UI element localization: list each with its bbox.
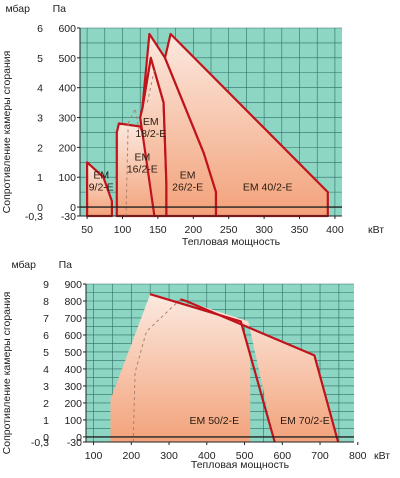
y-tick-label-pa: 100 bbox=[58, 172, 76, 184]
y-tick-label-pa: -30 bbox=[67, 437, 82, 449]
series-label-line: 16/2-E bbox=[127, 164, 158, 176]
y-tick-label-pa: 300 bbox=[58, 113, 76, 125]
x-tick-label: 250 bbox=[220, 224, 238, 236]
x-tick-label: 100 bbox=[85, 450, 103, 462]
y-axis-label: Сопротивление камеры сгорания bbox=[1, 292, 13, 455]
x-unit: кВт bbox=[368, 224, 384, 236]
y-tick-label-pa: 500 bbox=[58, 53, 76, 65]
y-tick-label: 2 bbox=[43, 398, 49, 410]
y-tick-label: 5 bbox=[43, 347, 49, 359]
series-label-line: EM 40/2-E bbox=[243, 182, 293, 194]
chart-1: EM 9/2-EEM 16/2-EEM 18/2-EEM 26/2-E EM 40/2-E… bbox=[1, 3, 384, 248]
y-tick-label: -0,3 bbox=[25, 211, 43, 223]
series-label-line: EM bbox=[180, 170, 196, 182]
y-tick-label-pa: 100 bbox=[64, 415, 82, 427]
series-label-line: EM bbox=[93, 170, 109, 182]
y-tick-label-pa: 600 bbox=[64, 330, 82, 342]
region-outline bbox=[180, 298, 340, 443]
series-label-line: EM 50/2-E bbox=[190, 415, 240, 427]
x-unit: кВт bbox=[374, 450, 390, 462]
series-label: EM 70/2-E bbox=[280, 415, 330, 427]
y-tick-label: 1 bbox=[37, 172, 43, 184]
series-label-line: EM bbox=[143, 116, 159, 128]
y-tick-label-pa: 200 bbox=[58, 142, 76, 154]
y-tick-label-pa: 800 bbox=[64, 296, 82, 308]
series-label-line: 18/2-E bbox=[135, 128, 166, 140]
series-label-line: 9/2-E bbox=[89, 182, 114, 194]
regions bbox=[86, 32, 329, 218]
y-tick-label-pa: -30 bbox=[61, 211, 76, 223]
y-tick-label-pa: 0 bbox=[76, 432, 82, 444]
series-label: EM 26/2-E bbox=[172, 170, 203, 194]
x-tick-label: 50 bbox=[81, 224, 93, 236]
series-label-line: EM bbox=[134, 152, 150, 164]
y-tick-label: 6 bbox=[43, 330, 49, 342]
region-em-70-2-e bbox=[180, 299, 339, 442]
x-tick-label: 200 bbox=[123, 450, 141, 462]
series-label: EM 9/2-E bbox=[89, 170, 114, 194]
y-tick-label: 8 bbox=[43, 296, 49, 308]
y-unit-right: Па bbox=[59, 259, 73, 271]
y-unit-left: мбар bbox=[11, 259, 36, 271]
dashed-guide bbox=[127, 106, 140, 130]
y-tick-label: 3 bbox=[37, 113, 43, 125]
y-tick-label: 0 bbox=[43, 432, 49, 444]
x-tick-label: 100 bbox=[114, 224, 132, 236]
y-tick-label-pa: 700 bbox=[64, 313, 82, 325]
y-tick-label: 3 bbox=[43, 381, 49, 393]
x-tick-label: 700 bbox=[311, 450, 329, 462]
series-label-line: EM 70/2-E bbox=[280, 415, 330, 427]
x-tick-label: 300 bbox=[160, 450, 178, 462]
series-label: EM 40/2-E bbox=[243, 182, 293, 194]
y-tick-label: 9 bbox=[43, 279, 49, 291]
y-tick-label: 2 bbox=[37, 142, 43, 154]
dashed-guide bbox=[132, 298, 181, 443]
x-axis-label: Тепловая мощность bbox=[191, 459, 290, 471]
y-unit-right: Па bbox=[53, 3, 67, 15]
series-label: EM 16/2-E bbox=[127, 152, 158, 176]
x-axis-label: Тепловая мощность bbox=[182, 236, 281, 248]
y-tick-label-pa: 400 bbox=[64, 364, 82, 376]
y-tick-label: 6 bbox=[37, 23, 43, 35]
y-tick-label: -0,3 bbox=[31, 437, 49, 449]
region-outline bbox=[149, 293, 276, 443]
x-tick-label: 200 bbox=[185, 224, 203, 236]
y-tick-label-pa: 200 bbox=[64, 398, 82, 410]
y-tick-label-pa: 600 bbox=[58, 23, 76, 35]
region-em-50-2-e bbox=[110, 294, 251, 442]
y-tick-label-pa: 0 bbox=[70, 202, 76, 214]
y-tick-label: 1 bbox=[43, 415, 49, 427]
y-tick-label: 7 bbox=[43, 313, 49, 325]
regions bbox=[110, 293, 340, 443]
series-label-line: 26/2-E bbox=[172, 182, 203, 194]
x-tick-label: 400 bbox=[198, 450, 216, 462]
y-tick-label-pa: 500 bbox=[64, 347, 82, 359]
y-tick-label: 5 bbox=[37, 53, 43, 65]
y-tick-label: 4 bbox=[37, 83, 43, 95]
y-tick-label-pa: 300 bbox=[64, 381, 82, 393]
x-tick-label: 500 bbox=[236, 450, 254, 462]
y-tick-label-pa: 400 bbox=[58, 83, 76, 95]
y-tick-label: 4 bbox=[43, 364, 49, 376]
x-tick-label: 150 bbox=[149, 224, 167, 236]
y-axis-label: Сопротивление камеры сгорания bbox=[1, 51, 13, 214]
y-tick-label-pa: 900 bbox=[64, 279, 82, 291]
series-label: EM 18/2-E bbox=[135, 116, 166, 140]
y-unit-left: мбар bbox=[5, 3, 30, 15]
x-tick-label: 350 bbox=[291, 224, 309, 236]
x-tick-label: 800 bbox=[349, 450, 367, 462]
y-tick-label: 0 bbox=[37, 202, 43, 214]
x-tick-label: 400 bbox=[326, 224, 344, 236]
series-label: EM 50/2-E bbox=[190, 415, 240, 427]
x-tick-label: 600 bbox=[274, 450, 292, 462]
x-tick-label: 300 bbox=[255, 224, 273, 236]
